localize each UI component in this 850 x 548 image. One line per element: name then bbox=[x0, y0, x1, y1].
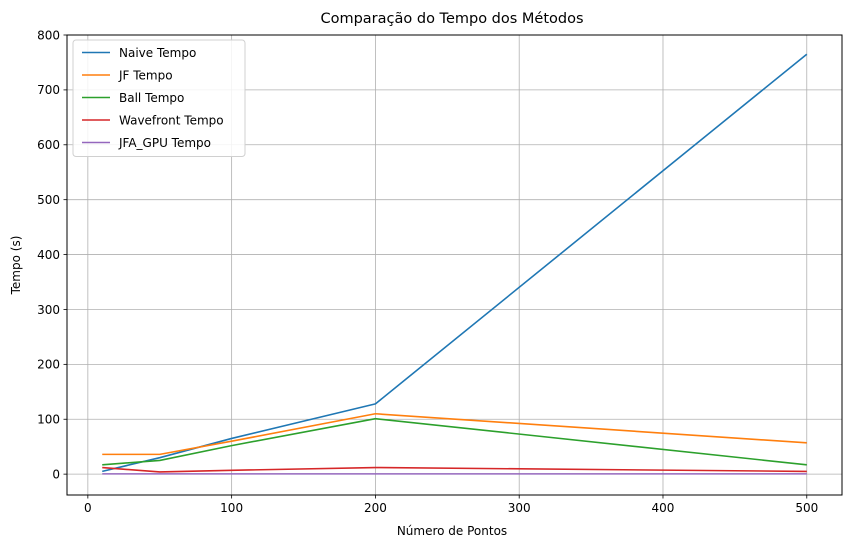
x-tick-label: 0 bbox=[84, 501, 92, 515]
y-tick-label: 400 bbox=[37, 248, 60, 262]
series-lines bbox=[102, 53, 808, 475]
legend-label: Naive Tempo bbox=[119, 46, 196, 60]
legend-label: Wavefront Tempo bbox=[119, 113, 224, 127]
y-tick-label: 300 bbox=[37, 303, 60, 317]
y-tick-label: 0 bbox=[52, 467, 60, 481]
y-tick-label: 600 bbox=[37, 138, 60, 152]
legend-label: JFA_GPU Tempo bbox=[118, 136, 211, 150]
y-axis-ticks: 0 100 200 300 400 500 600 700 800 bbox=[37, 28, 67, 481]
y-tick-label: 200 bbox=[37, 358, 60, 372]
x-tick-label: 200 bbox=[364, 501, 387, 515]
chart-title: Comparação do Tempo dos Métodos bbox=[320, 11, 583, 27]
x-tick-label: 300 bbox=[508, 501, 531, 515]
x-tick-label: 500 bbox=[795, 501, 818, 515]
x-tick-label: 100 bbox=[220, 501, 243, 515]
series-line-jf-tempo bbox=[102, 412, 807, 456]
y-axis-label: Tempo (s) bbox=[9, 236, 23, 296]
x-tick-label: 400 bbox=[652, 501, 675, 515]
y-tick-label: 500 bbox=[37, 193, 60, 207]
y-tick-label: 800 bbox=[37, 28, 60, 42]
series-line-ball-tempo bbox=[102, 417, 807, 466]
series-line-wavefront-tempo bbox=[102, 466, 807, 473]
y-tick-label: 100 bbox=[37, 413, 60, 427]
legend-label: Ball Tempo bbox=[119, 91, 184, 105]
y-tick-label: 700 bbox=[37, 83, 60, 97]
legend-label: JF Tempo bbox=[118, 68, 173, 82]
x-axis-label: Número de Pontos bbox=[397, 524, 507, 538]
legend-box bbox=[72, 39, 246, 157]
plot-area-frame bbox=[66, 34, 843, 496]
x-axis-ticks: 0 100 200 300 400 500 bbox=[84, 495, 818, 515]
legend: Naive Tempo JF Tempo Ball Tempo Wavefront T… bbox=[72, 39, 246, 157]
